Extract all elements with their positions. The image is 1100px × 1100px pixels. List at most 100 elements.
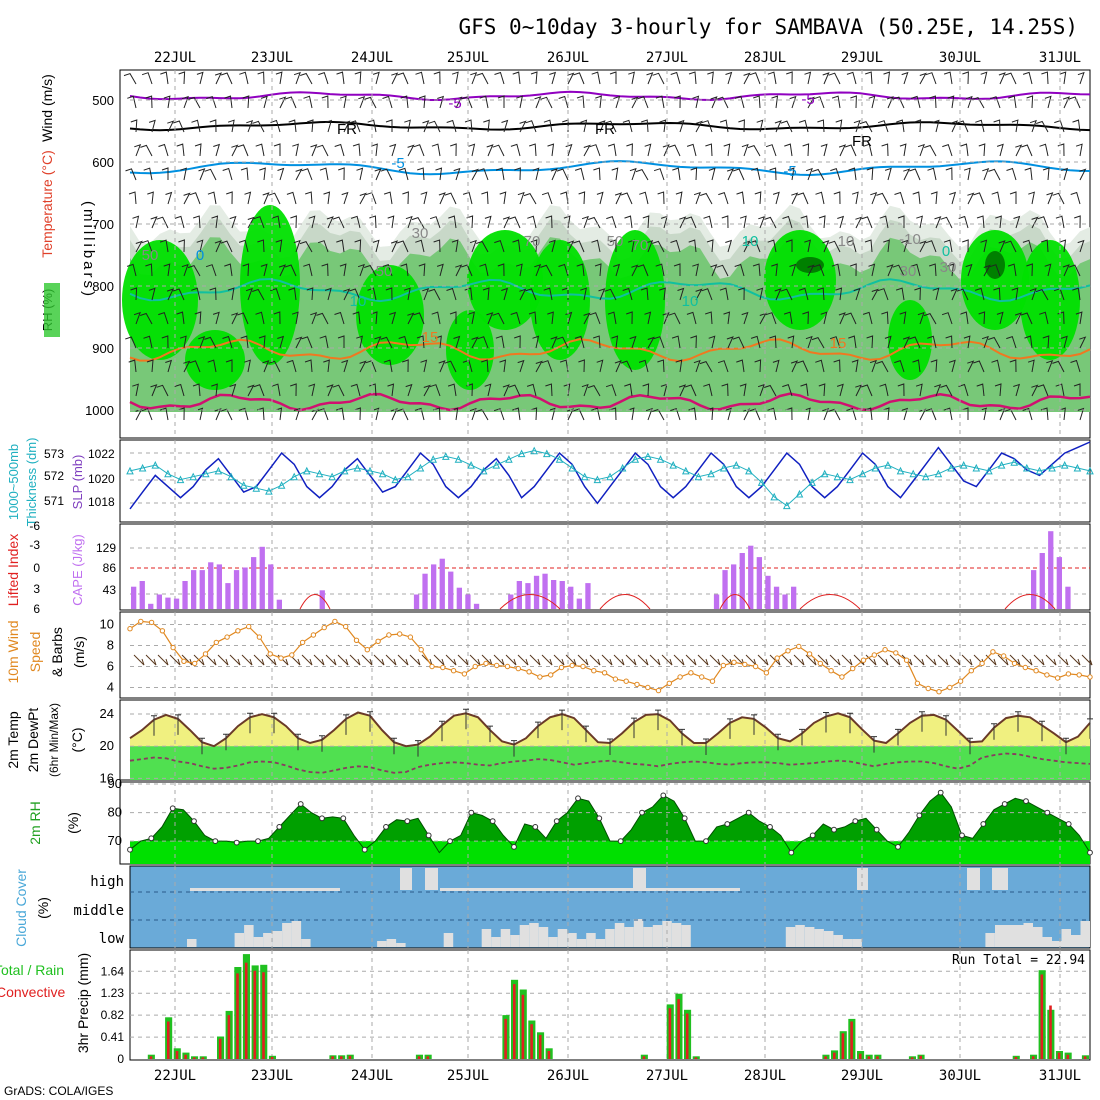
upper-barb bbox=[609, 407, 617, 421]
rh2m-point bbox=[895, 844, 901, 850]
upper-barb bbox=[996, 143, 1004, 157]
cloud-high-gap-0 bbox=[400, 868, 412, 890]
precip-convective-bar bbox=[149, 1056, 153, 1059]
minmax-whisker bbox=[967, 737, 973, 755]
upper-barb bbox=[530, 407, 538, 421]
wind10m-point bbox=[235, 628, 241, 634]
thickness-point bbox=[833, 472, 842, 481]
wind10m-point bbox=[720, 662, 726, 669]
upper-barb bbox=[481, 359, 489, 373]
upper-barb bbox=[757, 383, 765, 397]
upper-barb bbox=[494, 71, 505, 85]
rh-cell-7 bbox=[961, 230, 1029, 330]
upper-barb bbox=[180, 167, 187, 181]
upper-barb bbox=[980, 71, 988, 85]
wind10m-point bbox=[375, 638, 381, 644]
precip-convective-bar bbox=[236, 973, 239, 1059]
precip-convective-bar bbox=[167, 1021, 170, 1059]
upper-barb bbox=[214, 72, 223, 85]
rh2m-point bbox=[831, 826, 837, 833]
upper-barb bbox=[172, 288, 185, 301]
slp-frame bbox=[119, 439, 1091, 523]
wind10m-barb bbox=[325, 654, 337, 666]
upper-barb bbox=[863, 143, 873, 157]
upper-barb bbox=[198, 168, 206, 181]
upper-barb bbox=[813, 96, 825, 109]
wind10m-point bbox=[461, 671, 468, 677]
thickness-point bbox=[656, 455, 665, 463]
thickness-point bbox=[782, 501, 791, 510]
upper-barb bbox=[695, 120, 703, 133]
upper-barb bbox=[736, 191, 745, 205]
upper-barb bbox=[732, 336, 745, 349]
upper-barb bbox=[868, 263, 876, 277]
upper-barb bbox=[161, 335, 169, 349]
cloud-low-bar bbox=[263, 933, 273, 947]
cloud-high-strip-0 bbox=[190, 888, 340, 891]
wind10m-barb bbox=[349, 654, 361, 666]
upper-barb bbox=[158, 311, 169, 325]
upper-barb bbox=[252, 120, 265, 133]
thickness-point bbox=[1010, 458, 1019, 466]
wind10m-point bbox=[332, 618, 338, 625]
thickness-point bbox=[378, 469, 387, 478]
upper-barb bbox=[448, 215, 457, 229]
upper-barb bbox=[943, 407, 953, 421]
upper-barb bbox=[817, 119, 825, 133]
upper-barb bbox=[519, 120, 527, 133]
upper-barb bbox=[802, 311, 809, 325]
upper-barb bbox=[798, 119, 809, 133]
upper-barb bbox=[622, 287, 633, 301]
pressure-tick-1000: 1000 bbox=[85, 403, 114, 418]
wind-tick-8: 8 bbox=[107, 638, 114, 653]
wind10m-barb bbox=[949, 654, 961, 666]
minmax-whisker bbox=[991, 723, 997, 740]
cape-bar bbox=[791, 586, 797, 609]
upper-barb bbox=[844, 312, 857, 325]
wind10m-point bbox=[397, 631, 403, 637]
wind10m-point bbox=[850, 665, 856, 672]
wind10m-point bbox=[192, 660, 198, 667]
upper-barb bbox=[996, 311, 1004, 325]
rh-cell-5 bbox=[605, 230, 665, 370]
upper-barb bbox=[772, 191, 780, 205]
wind10m-barb bbox=[385, 654, 397, 666]
upper-barb bbox=[743, 240, 751, 253]
upper-barb bbox=[902, 336, 911, 349]
upper-barb bbox=[912, 191, 921, 205]
cape-bars bbox=[131, 531, 1071, 610]
pressure-tick-900: 900 bbox=[92, 341, 114, 356]
upper-barb bbox=[462, 359, 473, 373]
rh2m-point bbox=[297, 801, 304, 807]
upper-barb bbox=[271, 215, 281, 229]
wind10m-barb bbox=[997, 654, 1009, 666]
upper-barb bbox=[708, 335, 716, 349]
wind10m-point bbox=[817, 660, 823, 667]
upper-barb bbox=[444, 192, 457, 205]
upper-barb bbox=[316, 144, 329, 157]
upper-barb bbox=[481, 191, 489, 205]
wind10m-barb bbox=[601, 654, 613, 666]
thickness-point bbox=[227, 472, 235, 481]
wind10m-barb bbox=[409, 654, 421, 666]
contour-15 bbox=[129, 338, 1091, 363]
upper-barb bbox=[800, 383, 809, 397]
contour-label-21: 50 bbox=[607, 233, 624, 250]
upper-barb bbox=[390, 408, 398, 421]
thickness-point bbox=[1060, 460, 1069, 469]
upper-barb bbox=[1059, 239, 1067, 253]
upper-barb bbox=[367, 119, 377, 133]
rh-cell-8 bbox=[1020, 240, 1080, 360]
thickness-point bbox=[694, 472, 703, 481]
upper-barb bbox=[1055, 383, 1065, 397]
upper-barb bbox=[1072, 287, 1081, 301]
upper-barb bbox=[295, 336, 303, 349]
upper-barb bbox=[288, 287, 297, 301]
upper-barb bbox=[1068, 96, 1081, 109]
upper-barb bbox=[176, 311, 185, 325]
upper-barb bbox=[253, 384, 265, 397]
upper-barb bbox=[541, 360, 553, 373]
upper-barb bbox=[593, 167, 601, 181]
minmax-whisker bbox=[631, 717, 637, 739]
wind10m-barb bbox=[553, 654, 565, 666]
